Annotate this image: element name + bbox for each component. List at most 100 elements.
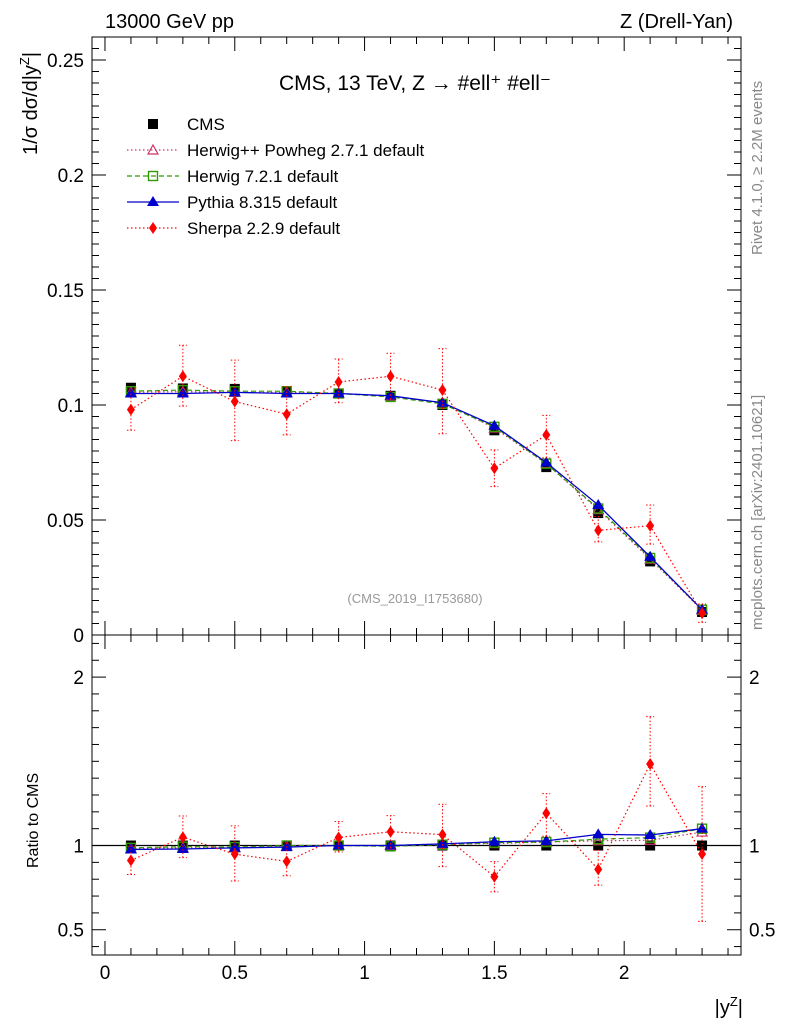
ratio-data-point xyxy=(540,834,553,845)
y-tick-label: 0.15 xyxy=(47,281,84,302)
ratio-series xyxy=(92,716,741,922)
data-point xyxy=(124,387,137,398)
ratio-data-point xyxy=(697,840,708,851)
legend-entry: Herwig 7.2.1 default xyxy=(127,167,338,186)
x-tick-label: 1 xyxy=(359,963,370,984)
data-point xyxy=(540,456,553,467)
ratio-series-line xyxy=(130,762,703,878)
ratio-data-point xyxy=(594,863,603,876)
main-panel: 0 0.05 0.1 0.15 0.2 0.25 CMS, 13 TeV, Z → #el… xyxy=(17,36,742,647)
series-line xyxy=(130,391,703,611)
x-axis-label: |yZ| xyxy=(715,994,743,1019)
series-line xyxy=(130,391,703,611)
ratio-data-point xyxy=(696,822,709,833)
ratio-tick-label: 0.5 xyxy=(58,921,84,942)
legend: CMS Herwig++ Powheg 2.7.1 default Herwig 7… xyxy=(127,115,424,238)
ratio-data-point xyxy=(230,848,239,861)
process-label: Z (Drell-Yan) xyxy=(620,11,733,33)
ratio-data-point xyxy=(386,825,395,838)
data-point xyxy=(178,370,187,383)
mcplots-label: mcplots.cern.ch [arXiv:2401.10621] xyxy=(749,395,766,630)
ratio-tick-label-right: 2 xyxy=(749,668,760,689)
data-point xyxy=(334,376,343,388)
ratio-series-line xyxy=(130,828,703,851)
legend-marker xyxy=(147,170,159,182)
ratio-series-line xyxy=(130,831,703,850)
legend-marker xyxy=(149,222,157,234)
series-sherpa-2-2-9-default xyxy=(126,344,707,623)
ratio-data-point xyxy=(698,847,707,860)
rivet-label: Rivet 4.1.0, ≥ 2.2M events xyxy=(749,81,766,255)
data-point xyxy=(645,556,656,567)
legend-marker xyxy=(147,196,159,206)
data-point xyxy=(332,387,345,398)
chart-title: CMS, 13 TeV, Z → #ell⁺ #ell⁻ xyxy=(279,72,551,95)
data-point xyxy=(386,370,395,383)
legend-entry: Sherpa 2.2.9 default xyxy=(127,219,340,238)
ratio-data-point xyxy=(644,829,657,839)
legend-label: Pythia 8.315 default xyxy=(187,193,338,212)
legend-label: Herwig 7.2.1 default xyxy=(187,167,338,186)
ratio-data-point xyxy=(488,835,501,846)
ratio-data-point xyxy=(646,757,655,770)
ratio-series-pythia-8-315-default xyxy=(124,822,709,854)
y-tick-label: 0.1 xyxy=(58,396,84,417)
data-point xyxy=(644,550,657,561)
ratio-data-point xyxy=(542,807,551,820)
ratio-tick-label-right: 0.5 xyxy=(749,921,775,942)
legend-marker xyxy=(146,143,160,155)
ratio-data-point xyxy=(592,828,605,839)
x-tick-label: 1.5 xyxy=(481,963,507,984)
data-point xyxy=(282,408,291,421)
ratio-y-axis-label: Ratio to CMS xyxy=(25,773,42,868)
data-point xyxy=(438,384,447,397)
ratio-frame xyxy=(91,634,742,956)
y-axis-label: 1/σ dσ/d|yZ| xyxy=(17,52,42,155)
series-line xyxy=(130,389,703,611)
ratio-series-sherpa-2-2-9-default xyxy=(126,716,707,922)
legend-label: Herwig++ Powheg 2.7.1 default xyxy=(187,141,424,160)
data-point xyxy=(488,419,501,430)
data-point xyxy=(490,462,499,475)
series-cms xyxy=(125,382,708,617)
ratio-tick-label-right: 1 xyxy=(749,837,760,858)
main-series xyxy=(124,344,709,623)
data-point xyxy=(542,428,551,441)
ratio-data-point xyxy=(645,840,656,851)
x-tick-label: 0.5 xyxy=(222,963,248,984)
x-tick-label: 0 xyxy=(100,963,111,984)
ratio-data-point xyxy=(490,870,499,883)
ratio-data-point xyxy=(384,839,397,850)
ratio-data-point xyxy=(436,837,449,848)
series-pythia-8-315-default xyxy=(124,386,709,614)
data-point xyxy=(489,425,500,436)
data-point xyxy=(698,607,707,620)
ratio-series-line xyxy=(130,828,703,849)
data-point xyxy=(126,403,135,416)
energy-label: 13000 GeV pp xyxy=(105,11,234,33)
data-point xyxy=(230,395,239,408)
ratio-data-point xyxy=(126,854,135,867)
main-axes: 0 0.05 0.1 0.15 0.2 0.25 xyxy=(47,36,741,647)
x-tick-label: 2 xyxy=(619,963,630,984)
legend-entry: Herwig++ Powheg 2.7.1 default xyxy=(127,141,424,160)
legend-label: Sherpa 2.2.9 default xyxy=(187,219,340,238)
y-tick-label: 0.25 xyxy=(47,51,84,72)
ratio-data-point xyxy=(334,831,343,844)
ratio-tick-label: 2 xyxy=(73,668,84,689)
ratio-data-point xyxy=(593,840,604,851)
data-point xyxy=(592,499,605,510)
data-point xyxy=(176,387,189,398)
data-point xyxy=(646,519,655,532)
y-tick-label: 0.2 xyxy=(58,166,84,187)
legend-entry: CMS xyxy=(148,115,225,134)
ratio-data-point xyxy=(592,834,605,846)
ratio-tick-label: 1 xyxy=(73,837,84,858)
series-herwig-powheg-2-7-1-default xyxy=(124,385,709,615)
ratio-data-point xyxy=(178,831,187,844)
legend-entry: Pythia 8.315 default xyxy=(127,193,338,212)
analysis-id: (CMS_2019_I1753680) xyxy=(347,591,482,606)
ratio-data-point xyxy=(280,841,293,852)
ratio-data-point xyxy=(438,828,447,841)
series-line xyxy=(130,375,703,614)
